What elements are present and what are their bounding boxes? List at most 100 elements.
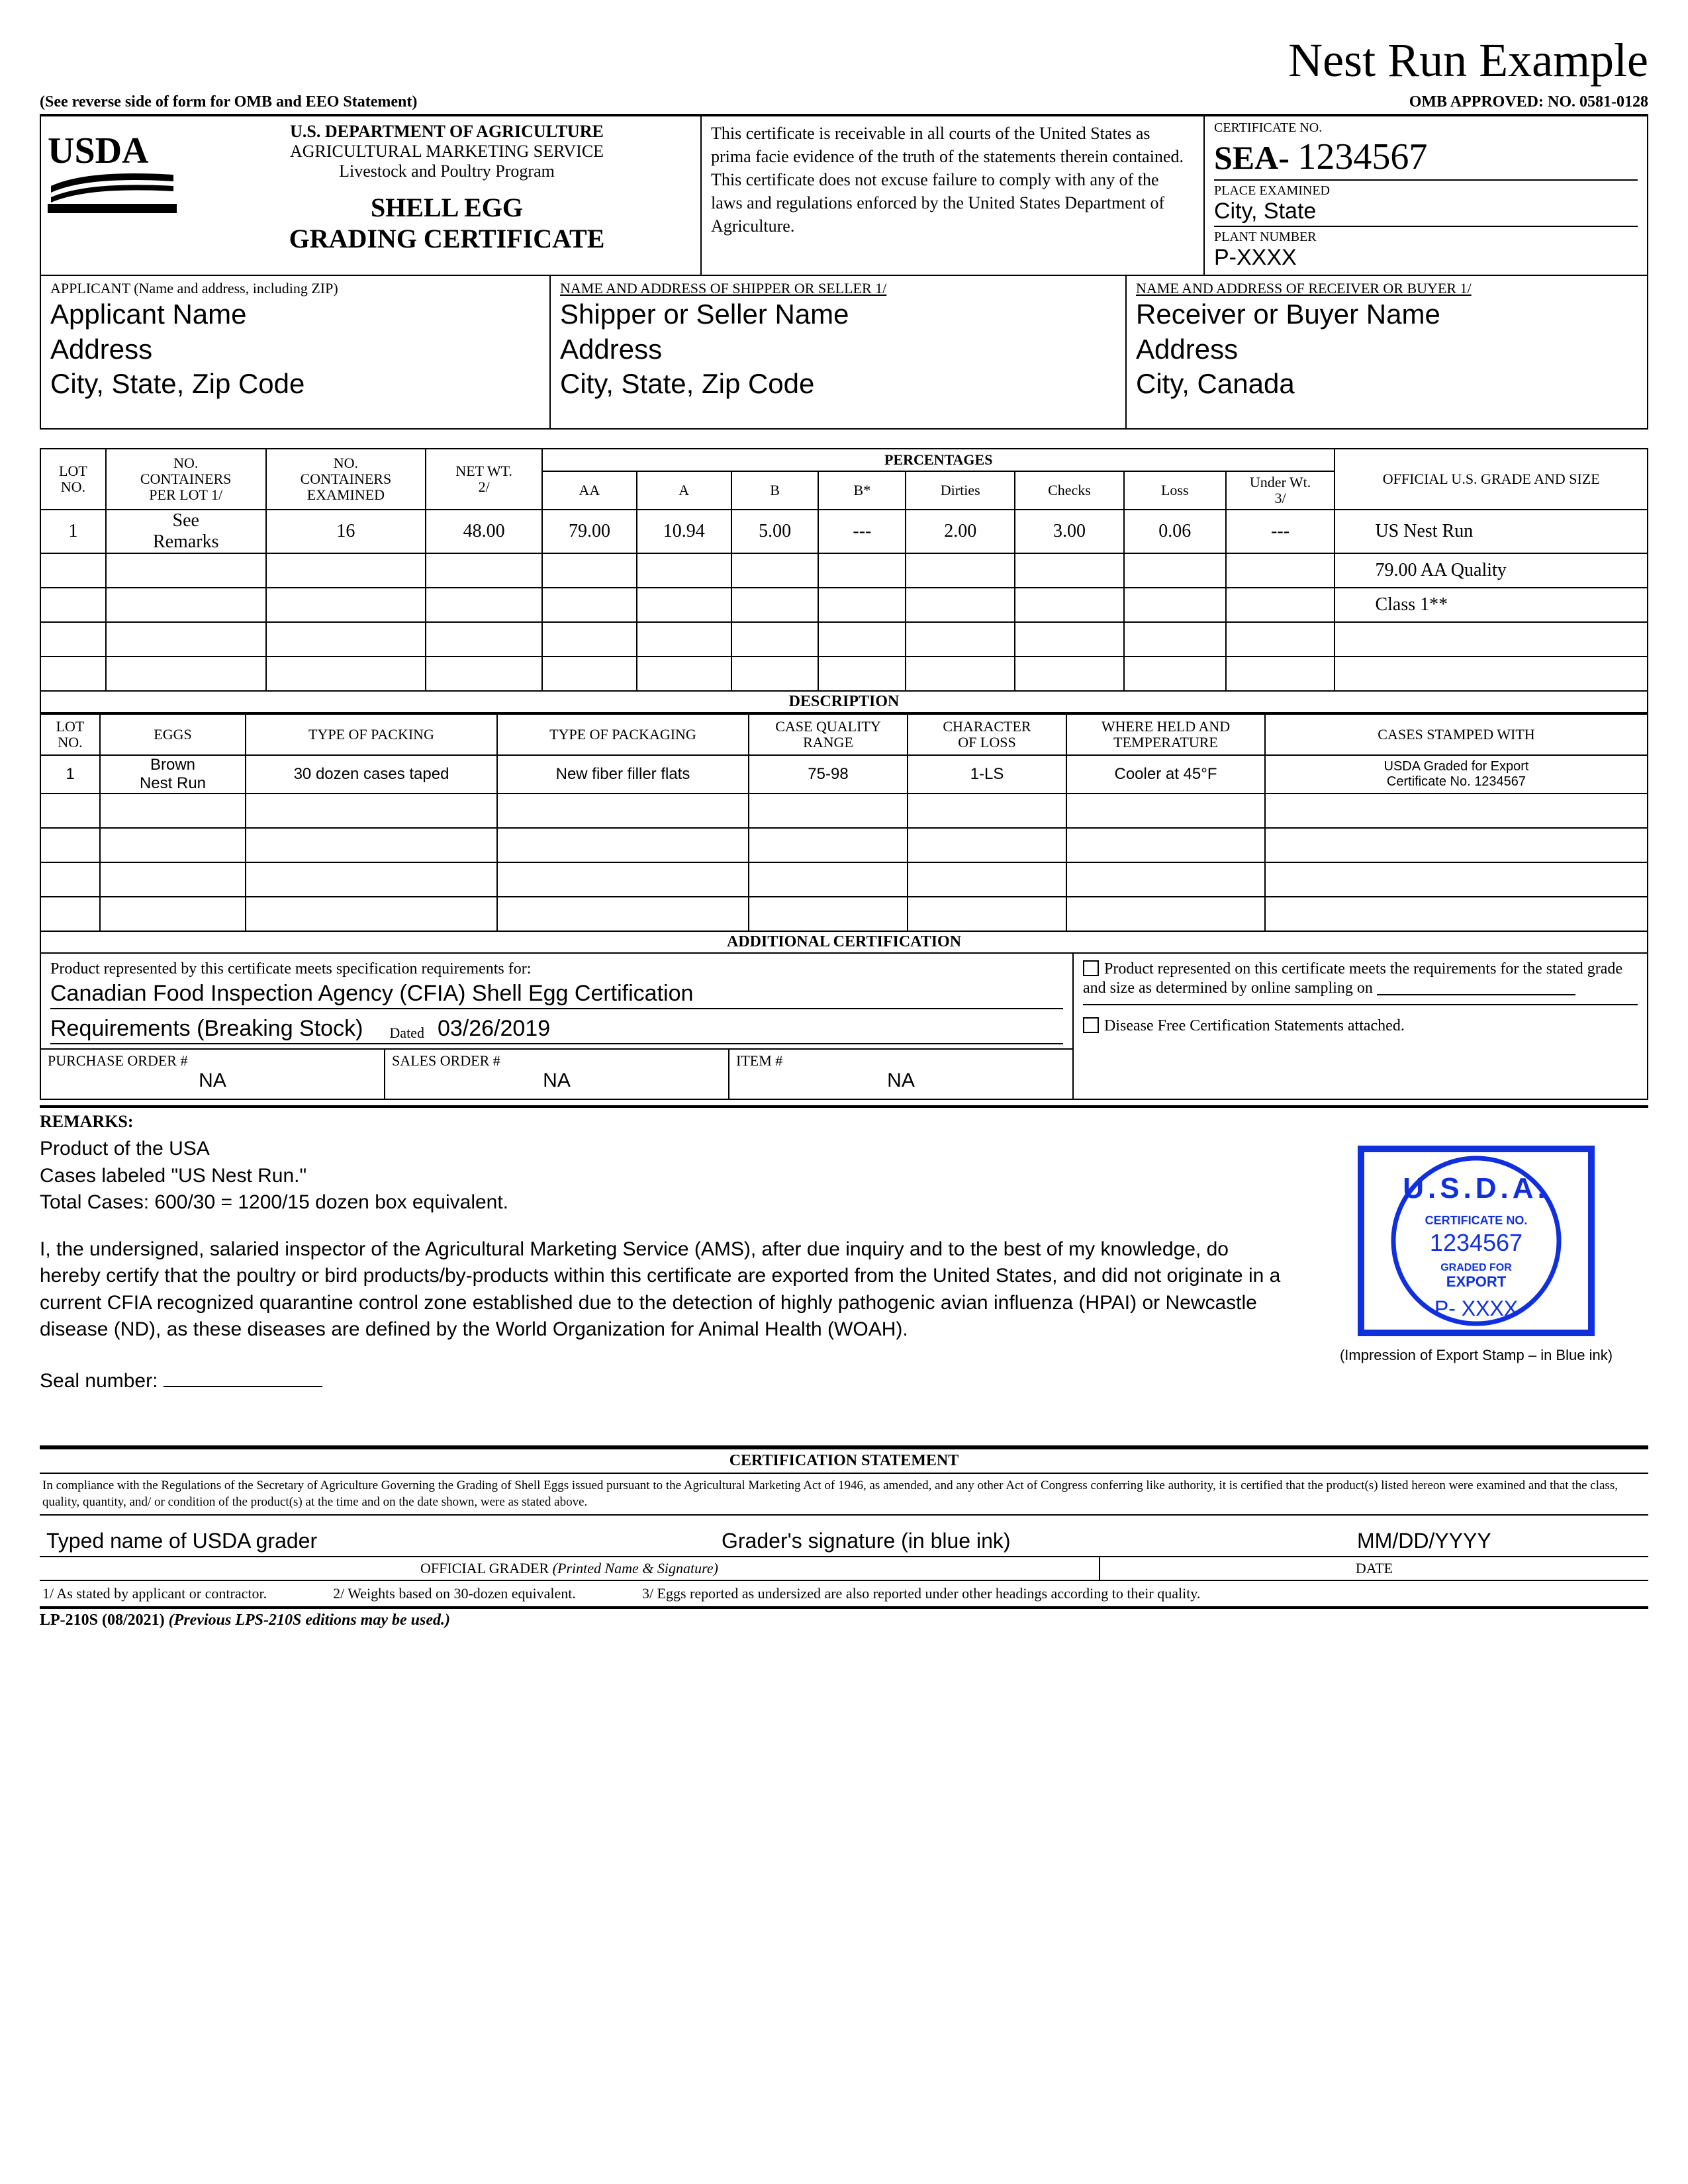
table-cell bbox=[1265, 897, 1648, 931]
svg-text:CERTIFICATE NO.: CERTIFICATE NO. bbox=[1425, 1214, 1528, 1227]
item-label: ITEM # bbox=[736, 1052, 782, 1069]
additional-cert-title: ADDITIONAL CERTIFICATION bbox=[40, 932, 1648, 954]
table-cell: 30 dozen cases taped bbox=[246, 755, 497, 794]
seal-number-label: Seal number: bbox=[40, 1370, 158, 1392]
dated-value: 03/26/2019 bbox=[438, 1016, 550, 1042]
item-value: NA bbox=[736, 1069, 1066, 1092]
grader-signature: Grader's signature (in blue ink) bbox=[722, 1529, 1357, 1553]
table-cell bbox=[908, 897, 1066, 931]
cert-date: MM/DD/YYYY bbox=[1357, 1529, 1642, 1553]
svg-text:U.S.D.A.: U.S.D.A. bbox=[1403, 1172, 1550, 1205]
table-cell bbox=[1226, 588, 1335, 622]
receiver-address: Receiver or Buyer Name Address City, Can… bbox=[1136, 297, 1638, 402]
table-cell bbox=[497, 828, 749, 862]
table-cell: 3.00 bbox=[1015, 510, 1124, 553]
date-label: DATE bbox=[1099, 1557, 1648, 1580]
place-value: City, State bbox=[1214, 199, 1638, 227]
table-cell bbox=[426, 622, 542, 657]
dated-label: Dated bbox=[389, 1024, 424, 1042]
so-label: SALES ORDER # bbox=[392, 1052, 500, 1069]
table-cell bbox=[637, 622, 731, 657]
additional-cert-box: Product represented by this certificate … bbox=[40, 954, 1648, 1100]
table-cell: 79.00 bbox=[542, 510, 637, 553]
table-cell bbox=[40, 897, 100, 931]
export-stamp-icon: U.S.D.A. CERTIFICATE NO. 1234567 GRADED … bbox=[1357, 1145, 1595, 1337]
table-cell: 0.06 bbox=[1124, 510, 1226, 553]
description-title: DESCRIPTION bbox=[40, 692, 1648, 713]
table-cell bbox=[1226, 622, 1335, 657]
table-cell bbox=[266, 588, 426, 622]
table-cell bbox=[1335, 657, 1648, 691]
table-cell: 75-98 bbox=[749, 755, 908, 794]
table-cell bbox=[908, 794, 1066, 828]
table-cell bbox=[106, 657, 266, 691]
table-cell: Brown Nest Run bbox=[100, 755, 246, 794]
table-cell bbox=[40, 862, 100, 897]
omb-left: (See reverse side of form for OMB and EE… bbox=[40, 93, 417, 111]
table-cell: Cooler at 45°F bbox=[1066, 755, 1265, 794]
table-cell bbox=[246, 794, 497, 828]
usda-logo: USDA bbox=[41, 116, 193, 275]
table-cell: USDA Graded for Export Certificate No. 1… bbox=[1265, 755, 1648, 794]
table-cell bbox=[637, 553, 731, 588]
table-cell bbox=[497, 897, 749, 931]
table-cell bbox=[497, 794, 749, 828]
table-cell bbox=[542, 657, 637, 691]
table-cell bbox=[266, 553, 426, 588]
stamp-caption: (Impression of Export Stamp – in Blue in… bbox=[1304, 1347, 1648, 1364]
checkbox-online-sampling[interactable] bbox=[1083, 960, 1099, 976]
remarks-label: REMARKS: bbox=[40, 1105, 1648, 1132]
plant-label: PLANT NUMBER bbox=[1214, 230, 1638, 245]
table-cell bbox=[1066, 794, 1265, 828]
table-cell bbox=[749, 897, 908, 931]
table-cell: 16 bbox=[266, 510, 426, 553]
table-cell bbox=[1066, 828, 1265, 862]
table-cell bbox=[1015, 588, 1124, 622]
remarks-p2: I, the undersigned, salaried inspector o… bbox=[40, 1236, 1284, 1343]
table-cell bbox=[542, 553, 637, 588]
table-cell bbox=[1015, 657, 1124, 691]
table-cell bbox=[266, 622, 426, 657]
dept-line-1: U.S. DEPARTMENT OF AGRICULTURE bbox=[199, 122, 695, 142]
table-cell bbox=[906, 588, 1015, 622]
table-cell bbox=[106, 553, 266, 588]
po-value: NA bbox=[48, 1069, 377, 1092]
table-cell: 1 bbox=[40, 755, 100, 794]
table-cell bbox=[749, 862, 908, 897]
table-cell bbox=[40, 553, 106, 588]
table-cell: --- bbox=[818, 510, 906, 553]
description-table: LOT NO. EGGS TYPE OF PACKING TYPE OF PAC… bbox=[40, 713, 1648, 932]
footnote-3: 3/ Eggs reported as undersized are also … bbox=[642, 1585, 1200, 1602]
receiver-label: NAME AND ADDRESS OF RECEIVER OR BUYER 1/ bbox=[1136, 280, 1638, 297]
grader-name: Typed name of USDA grader bbox=[46, 1529, 722, 1553]
table-cell bbox=[1015, 622, 1124, 657]
applicant-label: APPLICANT (Name and address, including Z… bbox=[50, 280, 540, 297]
table-cell bbox=[100, 794, 246, 828]
table-cell bbox=[40, 794, 100, 828]
table-cell bbox=[542, 588, 637, 622]
dept-line-2: AGRICULTURAL MARKETING SERVICE bbox=[199, 142, 695, 161]
footnote-1: 1/ As stated by applicant or contractor. bbox=[42, 1585, 267, 1602]
addl-right-2: Disease Free Certification Statements at… bbox=[1104, 1017, 1405, 1034]
table-cell bbox=[908, 828, 1066, 862]
table-cell bbox=[106, 622, 266, 657]
table-cell bbox=[1335, 622, 1648, 657]
shipper-label: NAME AND ADDRESS OF SHIPPER OR SELLER 1/ bbox=[560, 280, 1116, 297]
table-cell bbox=[1124, 588, 1226, 622]
table-cell bbox=[1124, 553, 1226, 588]
table-cell bbox=[40, 588, 106, 622]
table-cell bbox=[908, 862, 1066, 897]
table-cell: Class 1** bbox=[1335, 588, 1648, 622]
table-cell bbox=[1066, 897, 1265, 931]
table-cell bbox=[426, 657, 542, 691]
checkbox-disease-free[interactable] bbox=[1083, 1017, 1099, 1033]
table-cell bbox=[1265, 828, 1648, 862]
table-cell bbox=[426, 553, 542, 588]
cert-prefix: SEA- bbox=[1214, 139, 1289, 176]
table-cell bbox=[731, 657, 819, 691]
table-cell bbox=[426, 588, 542, 622]
footnote-2: 2/ Weights based on 30-dozen equivalent. bbox=[333, 1585, 576, 1602]
cert-statement-title: CERTIFICATION STATEMENT bbox=[40, 1449, 1648, 1474]
table-cell bbox=[637, 588, 731, 622]
po-label: PURCHASE ORDER # bbox=[48, 1052, 187, 1069]
